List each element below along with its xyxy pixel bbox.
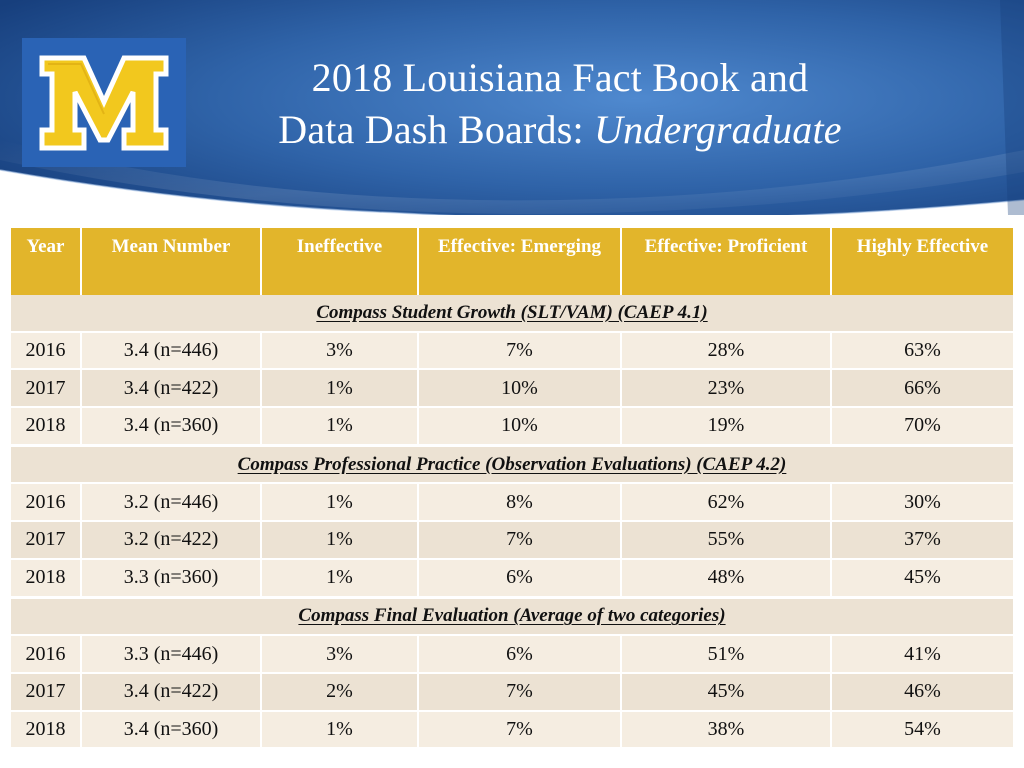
- cell-proficient: 45%: [621, 671, 832, 711]
- cell-proficient: 23%: [621, 368, 832, 408]
- header-year: Year: [11, 228, 82, 295]
- cell-ineffective: 1%: [261, 368, 419, 408]
- section-title-row: Compass Student Growth (SLT/VAM) (CAEP 4…: [11, 295, 1013, 332]
- cell-emerging: 7%: [418, 520, 622, 559]
- cell-mean: 3.4 (n=446): [81, 330, 262, 370]
- cell-proficient: 62%: [621, 482, 832, 522]
- cell-year: 2016: [11, 330, 82, 370]
- cell-highly-effective: 41%: [831, 634, 1013, 673]
- section-title-row: Compass Final Evaluation (Average of two…: [11, 595, 1013, 636]
- header-banner: [0, 0, 1024, 215]
- section-title-row: Compass Professional Practice (Observati…: [11, 443, 1013, 484]
- table-row: 2017 3.4 (n=422) 1% 10% 23% 66%: [11, 368, 1013, 408]
- title-line-2-prefix: Data Dash Boards:: [278, 107, 594, 152]
- cell-emerging: 6%: [418, 557, 622, 597]
- cell-ineffective: 1%: [261, 557, 419, 597]
- title-line-1: 2018 Louisiana Fact Book and: [311, 55, 809, 100]
- cell-mean: 3.4 (n=422): [81, 368, 262, 408]
- title-line-2: Data Dash Boards: Undergraduate: [210, 104, 910, 156]
- cell-highly-effective: 37%: [831, 520, 1013, 559]
- cell-mean: 3.4 (n=360): [81, 709, 262, 748]
- cell-proficient: 19%: [621, 406, 832, 446]
- page-title: 2018 Louisiana Fact Book and Data Dash B…: [210, 52, 910, 156]
- cell-ineffective: 3%: [261, 634, 419, 673]
- cell-highly-effective: 45%: [831, 557, 1013, 597]
- cell-year: 2016: [11, 482, 82, 522]
- cell-highly-effective: 70%: [831, 406, 1013, 446]
- cell-emerging: 7%: [418, 671, 622, 711]
- cell-mean: 3.2 (n=422): [81, 520, 262, 559]
- cell-ineffective: 1%: [261, 482, 419, 522]
- cell-emerging: 6%: [418, 634, 622, 673]
- header-highly-effective: Highly Effective: [831, 228, 1013, 295]
- cell-emerging: 10%: [418, 368, 622, 408]
- cell-proficient: 48%: [621, 557, 832, 597]
- cell-ineffective: 2%: [261, 671, 419, 711]
- cell-ineffective: 1%: [261, 520, 419, 559]
- cell-year: 2017: [11, 368, 82, 408]
- cell-mean: 3.4 (n=422): [81, 671, 262, 711]
- cell-proficient: 55%: [621, 520, 832, 559]
- cell-ineffective: 1%: [261, 406, 419, 446]
- table-row: 2017 3.4 (n=422) 2% 7% 45% 46%: [11, 671, 1013, 711]
- cell-emerging: 7%: [418, 709, 622, 748]
- table-row: 2017 3.2 (n=422) 1% 7% 55% 37%: [11, 520, 1013, 559]
- cell-year: 2017: [11, 671, 82, 711]
- table-header-row: Year Mean Number Ineffective Effective: …: [11, 228, 1013, 295]
- cell-mean: 3.2 (n=446): [81, 482, 262, 522]
- cell-proficient: 51%: [621, 634, 832, 673]
- section-title: Compass Professional Practice (Observati…: [11, 443, 1013, 484]
- header-effective-emerging: Effective: Emerging: [418, 228, 622, 295]
- table-row: 2018 3.3 (n=360) 1% 6% 48% 45%: [11, 557, 1013, 597]
- cell-proficient: 28%: [621, 330, 832, 370]
- table-row: 2018 3.4 (n=360) 1% 7% 38% 54%: [11, 709, 1013, 748]
- cell-proficient: 38%: [621, 709, 832, 748]
- section-title: Compass Final Evaluation (Average of two…: [11, 595, 1013, 636]
- cell-year: 2016: [11, 634, 82, 673]
- cell-mean: 3.4 (n=360): [81, 406, 262, 446]
- cell-highly-effective: 46%: [831, 671, 1013, 711]
- cell-emerging: 8%: [418, 482, 622, 522]
- header-effective-proficient: Effective: Proficient: [621, 228, 832, 295]
- table-row: 2018 3.4 (n=360) 1% 10% 19% 70%: [11, 406, 1013, 446]
- header-ineffective: Ineffective: [261, 228, 419, 295]
- cell-year: 2018: [11, 406, 82, 446]
- table-row: 2016 3.3 (n=446) 3% 6% 51% 41%: [11, 634, 1013, 673]
- cell-highly-effective: 66%: [831, 368, 1013, 408]
- cell-highly-effective: 54%: [831, 709, 1013, 748]
- table-row: 2016 3.2 (n=446) 1% 8% 62% 30%: [11, 482, 1013, 522]
- evaluation-table: Year Mean Number Ineffective Effective: …: [11, 228, 1013, 748]
- cell-year: 2018: [11, 557, 82, 597]
- cell-emerging: 7%: [418, 330, 622, 370]
- section-title: Compass Student Growth (SLT/VAM) (CAEP 4…: [11, 295, 1013, 332]
- cell-year: 2018: [11, 709, 82, 748]
- title-line-2-italic: Undergraduate: [593, 107, 842, 152]
- cell-highly-effective: 63%: [831, 330, 1013, 370]
- cell-emerging: 10%: [418, 406, 622, 446]
- cell-highly-effective: 30%: [831, 482, 1013, 522]
- cell-ineffective: 1%: [261, 709, 419, 748]
- letter-m-logo-icon: [22, 38, 186, 167]
- cell-mean: 3.3 (n=446): [81, 634, 262, 673]
- cell-year: 2017: [11, 520, 82, 559]
- evaluation-table-container: Year Mean Number Ineffective Effective: …: [11, 228, 1013, 748]
- cell-mean: 3.3 (n=360): [81, 557, 262, 597]
- header-mean-number: Mean Number: [81, 228, 262, 295]
- table-row: 2016 3.4 (n=446) 3% 7% 28% 63%: [11, 330, 1013, 370]
- cell-ineffective: 3%: [261, 330, 419, 370]
